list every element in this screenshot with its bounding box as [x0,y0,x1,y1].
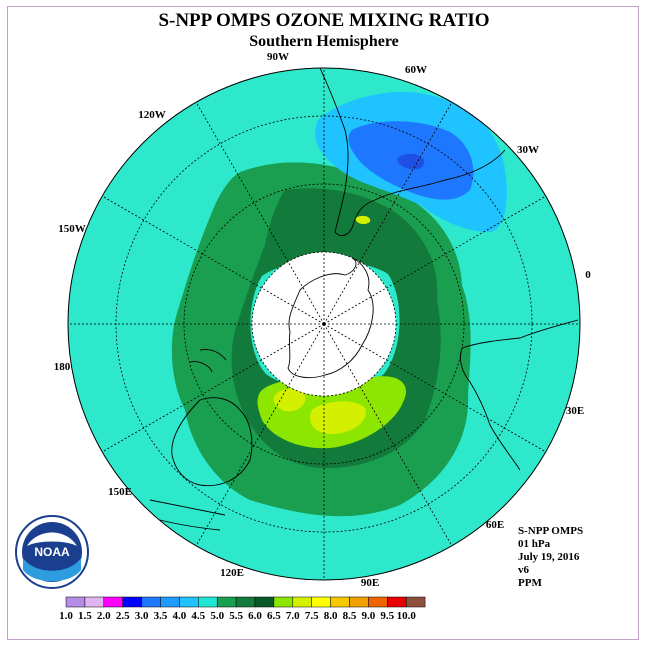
colorbar-swatch [103,596,123,608]
colorbar-tick-label: 7.5 [305,610,319,622]
map-title: S-NPP OMPS OZONE MIXING RATIO [158,10,489,31]
coast-indonesia [149,499,226,531]
colorbar-swatch [65,596,86,608]
lon-label-150e: 150E [108,486,132,498]
polar-map [68,68,580,580]
colorbar-tick-label: 4.0 [173,610,187,622]
coast-australia [171,397,253,487]
colorbar-swatch [141,596,161,608]
map-border [67,67,581,581]
lon-label-30w: 30W [517,144,539,156]
figure-frame [7,6,639,640]
colorbar-tick-label: 8.5 [343,610,357,622]
colorbar-swatch [349,596,369,608]
contour-3-0-core [397,153,425,170]
colorbar-tick-label: 7.0 [286,610,300,622]
colorbar-tick-label: 2.5 [116,610,130,622]
colorbar-tick-label: 10.0 [397,610,417,622]
colorbar-tick-label: 5.5 [229,610,243,622]
colorbar-tick-label: 5.0 [210,610,224,622]
lon-label-120w: 120W [138,109,166,121]
lon-label-0: 0 [585,269,591,281]
colorbar-tick-label: 1.5 [78,610,92,622]
info-units: PPM [518,577,542,589]
colorbar-tick-label: 2.0 [97,610,111,622]
colorbar-tick-label: 9.0 [362,610,376,622]
colorbar-swatch [179,596,199,608]
colorbar-swatch [235,596,256,608]
coast-south-america [319,68,506,236]
colorbar-tick-label: 6.5 [267,610,281,622]
lon-label-60e: 60E [486,519,504,531]
colorbar-tick-label: 9.5 [380,610,394,622]
noaa-logo-text: NOAA [34,545,70,559]
colorbar-swatch [216,596,237,608]
colorbar-swatch [368,596,388,608]
info-version: v6 [518,564,530,576]
colorbar-swatch [311,596,331,608]
colorbar-tick-label: 3.5 [154,610,168,622]
colorbar-swatch [160,596,180,608]
info-block: S-NPP OMPS 01 hPa July 19, 2016 v6 PPM [518,525,583,589]
colorbar-tick-label: 6.0 [248,610,262,622]
coast-antarctica [287,257,374,379]
info-date: July 19, 2016 [518,551,580,563]
coast-africa [459,319,579,471]
map-subtitle: Southern Hemisphere [249,33,398,50]
lon-label-30e: 30E [566,405,584,417]
colorbar-swatch [273,596,294,608]
colorbar-swatch [387,596,407,608]
lon-label-180: 180 [54,361,71,373]
colorbar-tick-label: 8.0 [324,610,338,622]
colorbar-swatch [292,596,312,608]
colorbar-tick-label: 4.5 [191,610,205,622]
coast-new-zealand [189,349,227,373]
colorbar-swatch [122,596,142,608]
lon-label-120e: 120E [220,567,244,579]
lon-label-150w: 150W [58,223,86,235]
lon-label-90w: 90W [267,51,289,63]
colorbar-tick-label: 1.0 [59,610,73,622]
colorbar: 1.0 1.5 2.0 2.5 3.0 3.5 4.0 4.5 5.0 5.5 6.0 6.5 7.0 7… [59,596,426,622]
colorbar-swatch [198,596,218,608]
colorbar-swatch [254,596,275,608]
south-pole-marker [322,322,326,326]
info-level: 01 hPa [518,538,551,550]
colorbar-tick-label: 3.0 [135,610,149,622]
contour-6-5 [273,215,371,435]
colorbar-swatch [84,596,105,608]
graticule [68,68,580,580]
lon-label-90e: 90E [361,577,379,589]
noaa-logo: NOAA [15,515,89,589]
colorbar-swatch [330,596,350,608]
lon-label-60w: 60W [405,64,427,76]
colorbar-swatch [405,596,426,608]
longitude-labels: 90W 60W 30W 120W 150W 0 180 30E 150E 60E… [54,51,592,589]
coastlines [149,68,579,531]
info-instrument: S-NPP OMPS [518,525,583,537]
